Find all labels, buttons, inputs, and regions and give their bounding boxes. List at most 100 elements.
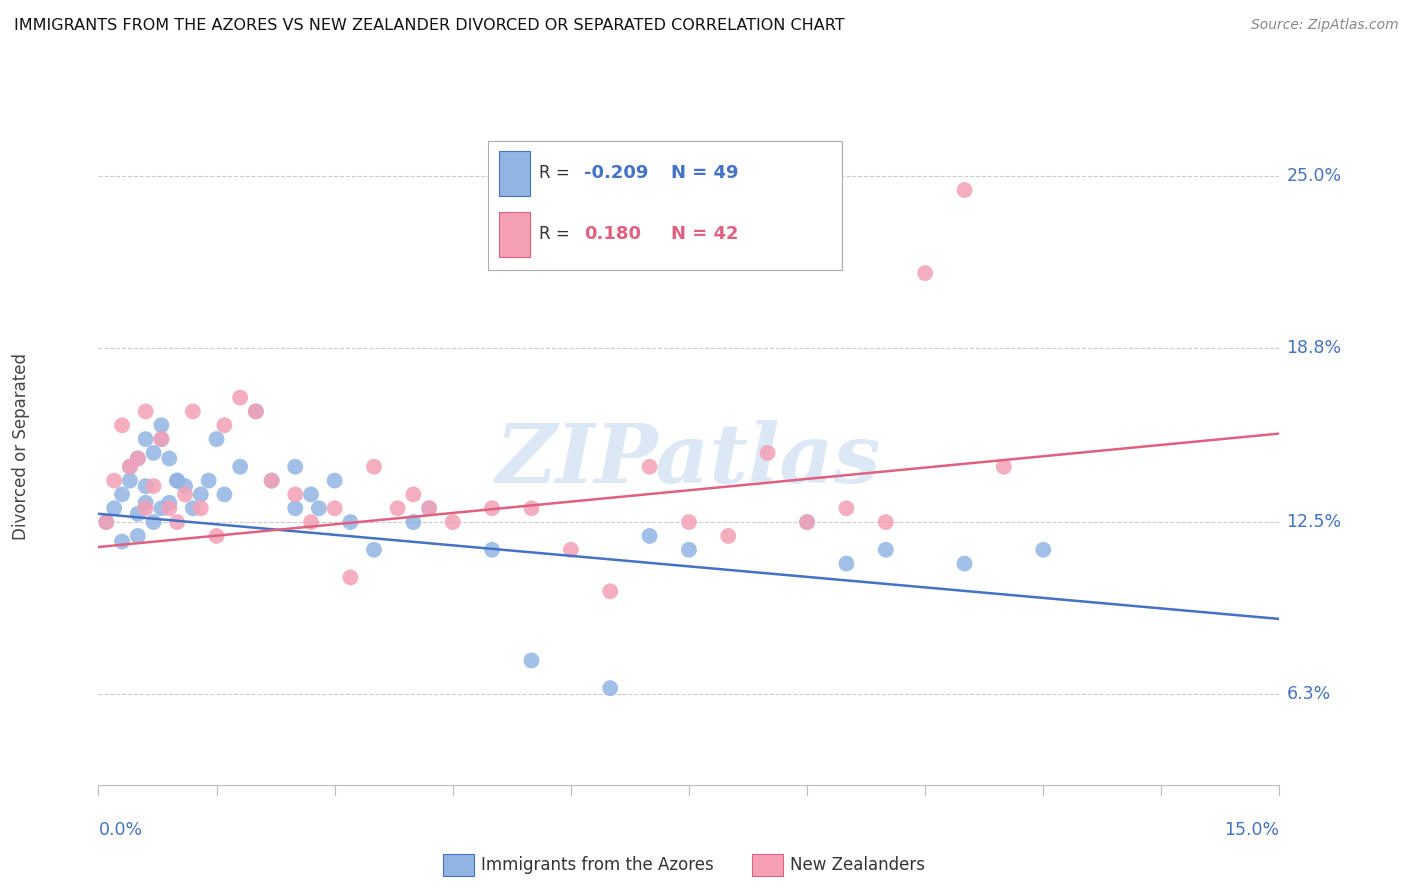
- Point: [339, 515, 361, 529]
- Point: [127, 451, 149, 466]
- Point: [284, 487, 307, 501]
- Point: [118, 459, 141, 474]
- Point: [323, 501, 346, 516]
- Text: Immigrants from the Azores: Immigrants from the Azores: [481, 856, 714, 874]
- Point: [363, 542, 385, 557]
- Point: [150, 501, 173, 516]
- Text: -0.209: -0.209: [583, 164, 648, 182]
- Text: New Zealanders: New Zealanders: [790, 856, 925, 874]
- Point: [181, 501, 204, 516]
- Point: [111, 487, 134, 501]
- Point: [150, 418, 173, 433]
- Point: [308, 501, 330, 516]
- Point: [150, 432, 173, 446]
- Text: 12.5%: 12.5%: [1286, 513, 1341, 531]
- Point: [678, 542, 700, 557]
- Text: Source: ZipAtlas.com: Source: ZipAtlas.com: [1251, 18, 1399, 32]
- Point: [150, 432, 173, 446]
- Point: [174, 479, 197, 493]
- Point: [363, 459, 385, 474]
- Point: [717, 529, 740, 543]
- Text: 25.0%: 25.0%: [1286, 167, 1341, 186]
- Point: [953, 183, 976, 197]
- Text: 0.180: 0.180: [583, 225, 641, 243]
- Point: [1032, 542, 1054, 557]
- Text: 6.3%: 6.3%: [1286, 685, 1330, 703]
- Point: [638, 529, 661, 543]
- Point: [260, 474, 283, 488]
- Point: [835, 557, 858, 571]
- Point: [103, 501, 125, 516]
- Point: [205, 432, 228, 446]
- Point: [127, 451, 149, 466]
- Point: [599, 584, 621, 599]
- Point: [157, 501, 180, 516]
- Point: [157, 496, 180, 510]
- Point: [214, 418, 236, 433]
- Point: [599, 681, 621, 695]
- Point: [441, 515, 464, 529]
- Point: [142, 515, 165, 529]
- Point: [142, 446, 165, 460]
- Point: [835, 501, 858, 516]
- Point: [197, 474, 219, 488]
- Text: ZIPatlas: ZIPatlas: [496, 419, 882, 500]
- Point: [245, 404, 267, 418]
- Point: [96, 515, 118, 529]
- Point: [953, 557, 976, 571]
- Point: [284, 459, 307, 474]
- Point: [387, 501, 409, 516]
- Point: [299, 487, 322, 501]
- Point: [402, 487, 425, 501]
- Point: [214, 487, 236, 501]
- Point: [118, 459, 141, 474]
- Point: [127, 507, 149, 521]
- Point: [756, 446, 779, 460]
- Point: [135, 496, 157, 510]
- Point: [229, 459, 252, 474]
- Text: N = 49: N = 49: [671, 164, 738, 182]
- Point: [481, 542, 503, 557]
- Point: [135, 479, 157, 493]
- Point: [418, 501, 440, 516]
- Point: [229, 391, 252, 405]
- Point: [166, 474, 188, 488]
- Point: [323, 474, 346, 488]
- Point: [678, 515, 700, 529]
- Point: [339, 570, 361, 584]
- Point: [135, 501, 157, 516]
- Point: [260, 474, 283, 488]
- Point: [284, 501, 307, 516]
- Point: [190, 487, 212, 501]
- Point: [520, 501, 543, 516]
- Point: [245, 404, 267, 418]
- Point: [181, 404, 204, 418]
- Point: [638, 459, 661, 474]
- Point: [299, 515, 322, 529]
- Text: N = 42: N = 42: [671, 225, 738, 243]
- Point: [402, 515, 425, 529]
- Point: [103, 474, 125, 488]
- Point: [190, 501, 212, 516]
- Text: 18.8%: 18.8%: [1286, 339, 1341, 357]
- Point: [135, 404, 157, 418]
- Point: [166, 515, 188, 529]
- Point: [875, 515, 897, 529]
- Point: [142, 479, 165, 493]
- Text: R =: R =: [538, 225, 581, 243]
- Point: [111, 418, 134, 433]
- Text: Divorced or Separated: Divorced or Separated: [13, 352, 30, 540]
- Point: [111, 534, 134, 549]
- Point: [520, 653, 543, 667]
- Point: [418, 501, 440, 516]
- Point: [914, 266, 936, 280]
- Point: [118, 474, 141, 488]
- Text: 0.0%: 0.0%: [98, 821, 142, 838]
- Point: [481, 501, 503, 516]
- Point: [796, 515, 818, 529]
- Point: [560, 542, 582, 557]
- Point: [875, 542, 897, 557]
- Point: [96, 515, 118, 529]
- Point: [174, 487, 197, 501]
- Text: R =: R =: [538, 164, 575, 182]
